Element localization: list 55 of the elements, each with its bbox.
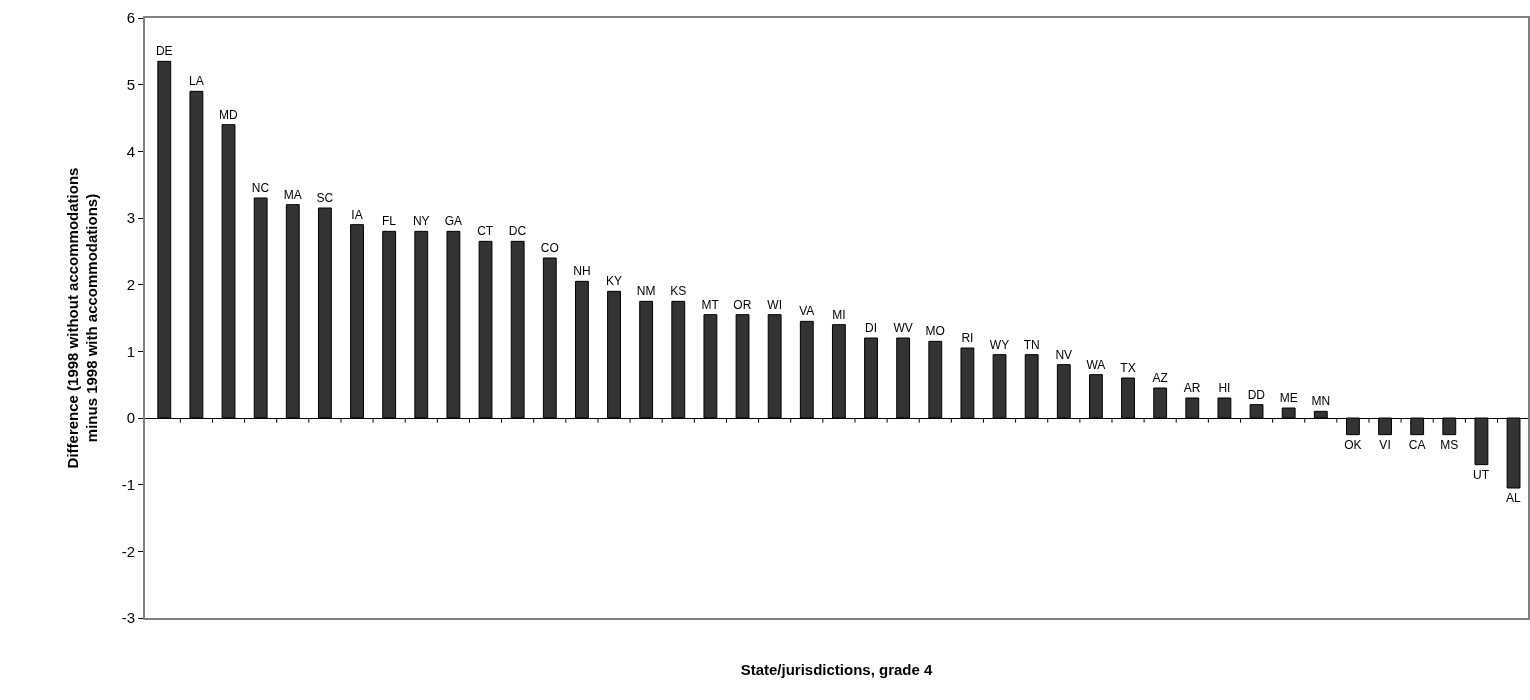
x-tick-label: OK: [1344, 437, 1362, 452]
x-tick-label: MT: [701, 297, 720, 312]
x-tick-label: TN: [1023, 337, 1040, 352]
y-tick-label: -2: [121, 542, 135, 560]
y-tick-label: 0: [126, 409, 135, 427]
x-tick-label: NC: [251, 181, 270, 195]
x-tick-label: WV: [893, 321, 913, 335]
y-tick-label: 2: [126, 275, 135, 293]
x-tick-label: AL: [1506, 491, 1522, 505]
x-tick-label: MO: [925, 324, 945, 339]
x-tick-label: MI: [832, 307, 846, 322]
x-tick-label: WI: [767, 297, 782, 312]
x-tick-label: VA: [799, 304, 815, 319]
x-tick-label: MN: [1311, 394, 1331, 409]
x-tick-label: SC: [316, 191, 334, 205]
x-tick-label: WA: [1086, 357, 1106, 372]
x-tick-label: NY: [412, 214, 430, 229]
x-tick-label: MD: [219, 107, 239, 122]
x-tick-label: NV: [1055, 347, 1073, 362]
x-tick-label: CT: [477, 224, 494, 239]
x-tick-label: ME: [1279, 391, 1298, 405]
x-tick-label: CO: [540, 241, 559, 255]
x-tick-label: MA: [283, 187, 302, 202]
x-tick-label: VI: [1379, 437, 1391, 452]
x-tick-label: KY: [606, 274, 623, 289]
x-tick-label: WY: [989, 337, 1010, 352]
y-tick-label: 4: [126, 142, 135, 160]
y-tick-label: -1: [121, 475, 135, 493]
x-tick-label: LA: [189, 74, 204, 89]
x-tick-label: FL: [381, 214, 397, 229]
x-tick-label: MS: [1440, 437, 1459, 452]
x-tick-label: TX: [1120, 361, 1136, 375]
x-tick-label: DI: [865, 321, 878, 335]
y-tick-label: -3: [121, 609, 135, 627]
y-tick-label: 6: [126, 9, 135, 27]
x-tick-label: DE: [155, 44, 173, 59]
x-tick-label: UT: [1473, 467, 1490, 482]
x-tick-label: HI: [1218, 381, 1231, 395]
x-tick-label: DD: [1247, 387, 1266, 402]
x-tick-label: OR: [733, 297, 752, 312]
y-axis-title: Difference (1998 without accommodations minus 1998 with accommodations): [63, 167, 101, 469]
x-tick-label: AZ: [1152, 371, 1168, 385]
x-tick-label: DC: [508, 224, 527, 239]
x-tick-label: AR: [1183, 381, 1201, 395]
x-tick-label: KS: [670, 284, 687, 299]
x-axis-title: State/jurisdictions, grade 4: [740, 660, 934, 678]
x-tick-label: GA: [444, 214, 463, 229]
x-tick-label: CA: [1408, 437, 1426, 452]
y-tick-label: 3: [126, 209, 135, 227]
x-tick-label: NH: [573, 264, 591, 279]
y-tick-label: 1: [126, 342, 135, 360]
x-tick-label: NM: [636, 284, 656, 299]
y-tick-label: 5: [126, 75, 135, 93]
x-tick-label: IA: [351, 207, 363, 222]
x-tick-label: RI: [961, 331, 974, 345]
